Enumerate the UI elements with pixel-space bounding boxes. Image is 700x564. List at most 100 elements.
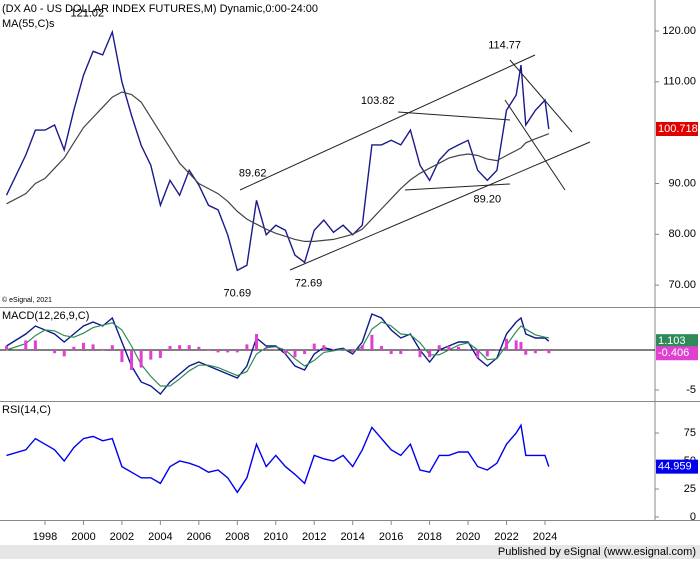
last-value-box bbox=[656, 459, 698, 474]
x-tick-label: 2024 bbox=[533, 531, 557, 543]
x-tick-label: 2014 bbox=[340, 531, 364, 543]
panel-title: RSI(14,C) bbox=[2, 404, 51, 416]
y-tick-label: 70.00 bbox=[668, 279, 696, 291]
x-tick-label: 2006 bbox=[187, 531, 211, 543]
histogram-bar bbox=[264, 348, 268, 350]
y-tick-label: -5 bbox=[686, 384, 696, 396]
price-annotation: 89.62 bbox=[239, 167, 267, 179]
histogram-bar bbox=[476, 350, 480, 358]
x-tick-label: 2004 bbox=[148, 531, 172, 543]
trendline bbox=[289, 141, 591, 271]
histogram-bar bbox=[110, 345, 114, 350]
histogram-bar bbox=[514, 340, 518, 350]
y-tick-label: 120.00 bbox=[662, 25, 696, 37]
x-tick-label: 2018 bbox=[417, 531, 441, 543]
histogram-bar bbox=[226, 350, 230, 353]
histogram-bar bbox=[370, 334, 374, 350]
trendline bbox=[239, 54, 536, 191]
histogram-bar bbox=[168, 346, 172, 350]
histogram-bar bbox=[399, 350, 403, 354]
chart-title: (DX A0 - US DOLLAR INDEX FUTURES,M) Dyna… bbox=[2, 3, 318, 15]
histogram-bar bbox=[72, 346, 76, 350]
y-tick-label: 110.00 bbox=[663, 76, 696, 88]
histogram-bar bbox=[466, 349, 470, 350]
histogram-bar bbox=[91, 344, 95, 350]
footer-bar bbox=[0, 545, 700, 559]
y-tick-label: 0 bbox=[690, 511, 696, 523]
histogram-bar bbox=[408, 349, 412, 350]
histogram-bar bbox=[293, 350, 297, 358]
last-value-label: 100.718 bbox=[658, 123, 698, 135]
histogram-bar bbox=[485, 350, 489, 357]
histogram-bar bbox=[351, 350, 355, 353]
y-tick-label: 75 bbox=[684, 427, 696, 439]
histogram-bar bbox=[341, 349, 345, 350]
x-tick-label: 2022 bbox=[494, 531, 518, 543]
histogram-bar bbox=[495, 349, 499, 350]
price-annotation: 72.69 bbox=[295, 277, 323, 289]
histogram-bar bbox=[322, 345, 326, 350]
histogram-bar bbox=[331, 349, 335, 350]
histogram-bar bbox=[389, 350, 393, 354]
histogram-bar bbox=[380, 346, 384, 350]
last-value-box bbox=[656, 334, 698, 349]
x-tick-label: 2020 bbox=[456, 531, 480, 543]
x-tick-label: 2012 bbox=[302, 531, 326, 543]
histogram-bar bbox=[206, 350, 210, 351]
series-line bbox=[6, 423, 550, 494]
histogram-bar bbox=[255, 334, 259, 350]
histogram-bar bbox=[235, 350, 239, 353]
histogram-bar bbox=[149, 350, 153, 360]
histogram-bar bbox=[187, 345, 191, 350]
histogram-bar bbox=[24, 340, 28, 350]
price-annotation: 89.20 bbox=[474, 193, 502, 205]
last-value-label: 1.103 bbox=[658, 335, 686, 347]
histogram-bar bbox=[428, 350, 432, 358]
histogram-bar bbox=[543, 350, 547, 351]
histogram-bar bbox=[101, 350, 105, 351]
histogram-bar bbox=[81, 342, 85, 350]
histogram-bar bbox=[456, 346, 460, 350]
x-tick-label: 2016 bbox=[379, 531, 403, 543]
histogram-bar bbox=[130, 350, 134, 370]
legend-entry: MA(55,C)s bbox=[2, 18, 55, 30]
price-annotation: 121.02 bbox=[70, 8, 104, 20]
histogram-bar bbox=[533, 350, 537, 354]
histogram-bar bbox=[524, 350, 528, 355]
credit: © eSignal, 2021 bbox=[2, 296, 52, 304]
y-tick-label: 25 bbox=[684, 483, 696, 495]
histogram-bar bbox=[360, 345, 364, 350]
histogram-bar bbox=[139, 350, 143, 368]
panel-title: MACD(12,26,9,C) bbox=[2, 310, 89, 322]
histogram-bar bbox=[216, 350, 220, 353]
series-line bbox=[6, 91, 550, 242]
histogram-bar bbox=[245, 344, 249, 350]
histogram-bar bbox=[274, 349, 278, 350]
histogram-bar bbox=[547, 350, 551, 354]
series-line bbox=[6, 313, 550, 395]
histogram-bar bbox=[505, 338, 509, 350]
series-line bbox=[6, 321, 549, 387]
histogram-bar bbox=[120, 350, 124, 362]
histogram-bar bbox=[33, 340, 37, 350]
histogram-bar bbox=[197, 346, 201, 350]
histogram-bar bbox=[437, 345, 441, 350]
x-tick-label: 2010 bbox=[264, 531, 288, 543]
x-tick-label: 1998 bbox=[33, 531, 57, 543]
trendline bbox=[504, 99, 566, 191]
histogram-bar bbox=[62, 350, 66, 357]
trendline bbox=[404, 183, 511, 191]
histogram-bar bbox=[53, 350, 57, 354]
histogram-bar bbox=[447, 346, 451, 350]
last-value-label: 44.959 bbox=[658, 461, 692, 473]
last-value-box bbox=[656, 122, 698, 137]
histogram-bar bbox=[283, 350, 287, 354]
last-value-box bbox=[656, 346, 698, 361]
histogram-bar bbox=[312, 343, 316, 350]
price-annotation: 70.69 bbox=[224, 288, 252, 300]
histogram-bar bbox=[178, 345, 182, 350]
y-tick-label: 80.00 bbox=[668, 228, 696, 240]
last-value-label: -0.406 bbox=[658, 347, 689, 359]
